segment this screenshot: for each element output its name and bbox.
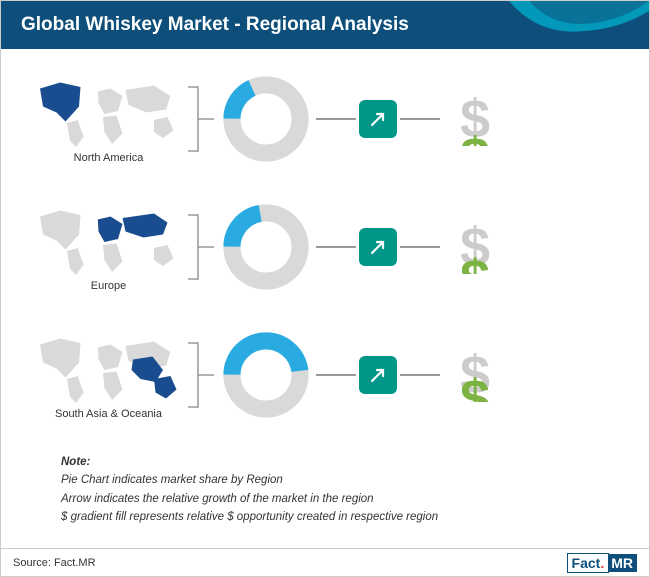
arrow-cell [356,228,400,266]
logo-text: MR [609,554,637,572]
world-map-na [34,75,184,150]
world-map-sa [34,331,184,406]
note-line: Pie Chart indicates market share by Regi… [61,471,619,489]
note-block: Note: Pie Chart indicates market share b… [61,453,619,527]
line-connector [316,118,356,120]
region-row: Europe $ $ [31,197,619,297]
growth-arrow-box [359,100,397,138]
region-row: South Asia & Oceania $ $ [31,325,619,425]
content-area: North America $ $ [1,49,649,537]
dollar-icon: $ $ [460,220,490,274]
dollar-cell: $ $ [440,220,510,274]
growth-arrow-box [359,228,397,266]
arrow-up-right-icon [368,365,388,385]
dollar-cell: $ $ [440,92,510,146]
donut-chart [221,74,311,164]
region-row: North America $ $ [31,69,619,169]
arrow-cell [356,356,400,394]
logo-dot: . [600,555,604,571]
note-title: Note: [61,453,619,471]
world-map-eu [34,203,184,278]
line-connector [316,246,356,248]
donut-chart [221,202,311,292]
donut-chart [221,330,311,420]
dollar-cell: $ $ [440,348,510,402]
donut-cell [216,330,316,420]
arrow-cell [356,100,400,138]
logo-text: Fact [572,555,601,571]
dollar-icon: $ $ [460,348,490,402]
region-label: North America [74,152,144,164]
line-connector [400,374,440,376]
header: Global Whiskey Market - Regional Analysi… [1,1,649,49]
header-decoration [489,1,649,49]
note-line: $ gradient fill represents relative $ op… [61,508,619,526]
logo: Fact. MR [567,555,637,571]
line-connector [400,246,440,248]
line-connector [316,374,356,376]
map-cell: Europe [31,203,186,292]
growth-arrow-box [359,356,397,394]
page-title: Global Whiskey Market - Regional Analysi… [21,14,409,36]
arrow-up-right-icon [368,109,388,129]
donut-cell [216,202,316,292]
note-line: Arrow indicates the relative growth of t… [61,490,619,508]
dollar-icon: $ $ [460,92,490,146]
dollar-fill: $ [460,372,490,402]
map-cell: North America [31,75,186,164]
arrow-up-right-icon [368,237,388,257]
dollar-fill: $ [460,252,490,274]
donut-cell [216,74,316,164]
footer: Source: Fact.MR Fact. MR [1,548,649,576]
bracket-connector [186,335,216,415]
map-cell: South Asia & Oceania [31,331,186,420]
bracket-connector [186,207,216,287]
bracket-connector [186,79,216,159]
dollar-fill: $ [460,130,490,146]
region-label: South Asia & Oceania [55,408,162,420]
region-label: Europe [91,280,126,292]
line-connector [400,118,440,120]
source-label: Source: Fact.MR [13,557,96,569]
